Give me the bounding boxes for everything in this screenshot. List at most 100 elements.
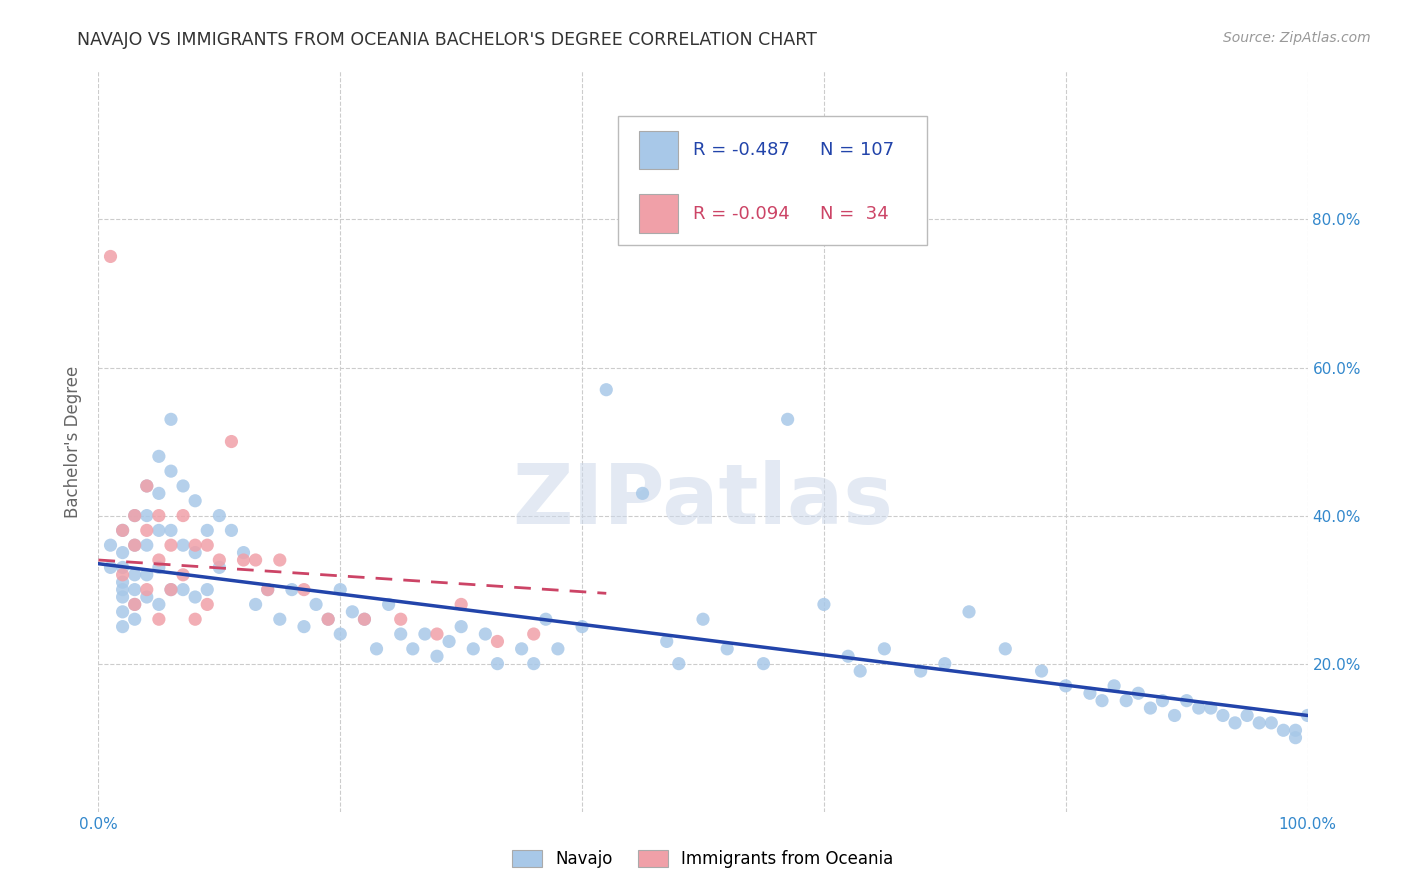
Point xyxy=(148,486,170,500)
Legend: Navajo, Immigrants from Oceania: Navajo, Immigrants from Oceania xyxy=(506,843,900,875)
Point xyxy=(135,524,157,538)
Point xyxy=(111,546,134,560)
Point xyxy=(100,538,122,552)
Point xyxy=(342,605,364,619)
Point xyxy=(402,641,425,656)
Point xyxy=(316,612,339,626)
Point xyxy=(135,508,157,523)
Point xyxy=(813,598,835,612)
Point xyxy=(124,612,146,626)
Point xyxy=(450,619,472,633)
Point xyxy=(135,479,157,493)
Point xyxy=(160,582,183,597)
Point xyxy=(111,619,134,633)
Point xyxy=(135,567,157,582)
Point xyxy=(1054,679,1077,693)
Point xyxy=(752,657,775,671)
Point xyxy=(1078,686,1101,700)
Y-axis label: Bachelor's Degree: Bachelor's Degree xyxy=(65,366,83,517)
Point xyxy=(148,612,170,626)
Point xyxy=(292,619,315,633)
Point xyxy=(486,634,509,648)
Text: NAVAJO VS IMMIGRANTS FROM OCEANIA BACHELOR'S DEGREE CORRELATION CHART: NAVAJO VS IMMIGRANTS FROM OCEANIA BACHEL… xyxy=(77,31,817,49)
Point xyxy=(160,538,183,552)
Point xyxy=(232,546,254,560)
Point xyxy=(160,412,183,426)
Point xyxy=(292,582,315,597)
Point xyxy=(426,649,449,664)
Point xyxy=(124,582,146,597)
Point xyxy=(595,383,617,397)
Point xyxy=(124,508,146,523)
Point xyxy=(873,641,896,656)
Point xyxy=(776,412,799,426)
Text: ZIPatlas: ZIPatlas xyxy=(513,460,893,541)
Point xyxy=(124,598,146,612)
Point xyxy=(1128,686,1150,700)
Point xyxy=(111,582,134,597)
Point xyxy=(124,567,146,582)
Point xyxy=(245,598,267,612)
Point xyxy=(124,508,146,523)
Point xyxy=(934,657,956,671)
Point xyxy=(437,634,460,648)
Point xyxy=(184,546,207,560)
Point xyxy=(1102,679,1125,693)
Point xyxy=(1163,708,1185,723)
Point xyxy=(910,664,932,678)
Point xyxy=(655,634,678,648)
Point xyxy=(450,598,472,612)
Point xyxy=(316,612,339,626)
Point xyxy=(523,627,546,641)
Point xyxy=(148,524,170,538)
Point xyxy=(1139,701,1161,715)
Point xyxy=(160,464,183,478)
Point xyxy=(534,612,557,626)
Point xyxy=(111,605,134,619)
Point xyxy=(1199,701,1222,715)
Point xyxy=(124,538,146,552)
Point xyxy=(1188,701,1211,715)
Point xyxy=(184,612,207,626)
Point xyxy=(281,582,304,597)
Text: N =  34: N = 34 xyxy=(820,204,889,222)
Point xyxy=(135,479,157,493)
Point xyxy=(631,486,654,500)
Point xyxy=(668,657,690,671)
Point xyxy=(208,508,231,523)
Point xyxy=(232,553,254,567)
Point xyxy=(413,627,436,641)
Point xyxy=(1212,708,1234,723)
Point xyxy=(195,538,218,552)
Bar xyxy=(638,130,678,169)
Point xyxy=(366,641,388,656)
Point xyxy=(111,567,134,582)
Point xyxy=(377,598,399,612)
Point xyxy=(111,524,134,538)
Point xyxy=(1152,694,1174,708)
Point xyxy=(256,582,278,597)
Point xyxy=(1091,694,1114,708)
Point xyxy=(184,538,207,552)
Point xyxy=(148,508,170,523)
Point xyxy=(160,582,183,597)
Point xyxy=(148,560,170,574)
Point xyxy=(135,538,157,552)
Point xyxy=(994,641,1017,656)
Point xyxy=(221,434,243,449)
Point xyxy=(1272,723,1295,738)
Point xyxy=(547,641,569,656)
Point xyxy=(1249,715,1271,730)
Point xyxy=(510,641,533,656)
Point xyxy=(256,582,278,597)
Point xyxy=(135,590,157,604)
Point xyxy=(111,590,134,604)
Point xyxy=(486,657,509,671)
Point xyxy=(1284,723,1306,738)
Point xyxy=(195,524,218,538)
Point xyxy=(523,657,546,671)
Point xyxy=(172,582,194,597)
Point xyxy=(692,612,714,626)
Point xyxy=(208,553,231,567)
Text: R = -0.487: R = -0.487 xyxy=(693,141,790,159)
